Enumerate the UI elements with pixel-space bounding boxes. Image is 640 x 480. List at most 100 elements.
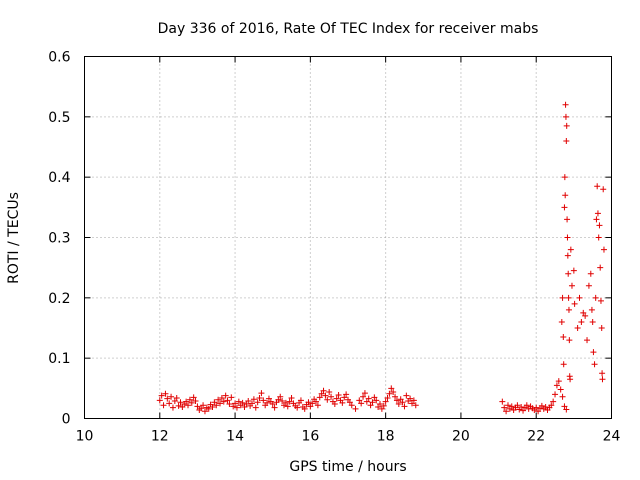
data-point (201, 408, 208, 415)
data-point (518, 404, 525, 411)
data-point (320, 387, 327, 394)
data-point (213, 402, 220, 409)
data-point (284, 403, 291, 410)
data-points (156, 101, 607, 415)
y-tick-label: 0.4 (48, 170, 70, 186)
y-tick-label: 0.6 (48, 50, 70, 66)
data-point (501, 404, 508, 411)
data-point (220, 398, 227, 405)
data-point (388, 385, 395, 392)
data-point (548, 402, 555, 409)
x-tick-label: 14 (226, 429, 244, 445)
data-point (550, 398, 557, 405)
data-point (538, 402, 545, 409)
data-point (566, 337, 573, 344)
axis-ticks (84, 56, 612, 419)
data-point (363, 398, 370, 405)
data-point (562, 113, 569, 120)
data-point (594, 183, 601, 190)
data-point (186, 396, 193, 403)
data-point (503, 408, 510, 415)
y-tick-label: 0.5 (48, 110, 70, 126)
data-point (570, 267, 577, 274)
data-point (552, 391, 559, 398)
data-point (346, 399, 353, 406)
data-point (562, 101, 569, 108)
data-point (561, 174, 568, 181)
x-tick-label: 20 (452, 429, 470, 445)
data-point (211, 399, 218, 406)
data-point (401, 403, 408, 410)
data-point (523, 402, 530, 409)
data-point (591, 361, 598, 368)
data-point (224, 397, 231, 404)
data-point (392, 393, 399, 400)
data-point (395, 401, 402, 408)
data-point (599, 370, 606, 377)
data-point (376, 401, 383, 408)
data-point (245, 398, 252, 405)
plot-frame (84, 56, 612, 419)
data-point (386, 390, 393, 397)
data-point (580, 309, 587, 316)
data-point (348, 402, 355, 409)
data-point (408, 400, 415, 407)
data-point (322, 392, 329, 399)
data-point (560, 334, 567, 341)
data-point (269, 401, 276, 408)
data-point (326, 388, 333, 395)
data-point (168, 393, 175, 400)
data-point (175, 402, 182, 409)
data-point (567, 246, 574, 253)
data-point (375, 404, 382, 411)
data-point (188, 399, 195, 406)
data-point (567, 376, 574, 383)
data-point (562, 192, 569, 199)
data-point (561, 403, 568, 410)
data-point (514, 402, 521, 409)
data-point (380, 402, 387, 409)
data-point (275, 396, 282, 403)
data-point (599, 376, 606, 383)
data-point (403, 392, 410, 399)
data-point (384, 394, 391, 401)
data-point (217, 400, 224, 407)
data-point (520, 407, 527, 414)
data-point (589, 318, 596, 325)
data-point (264, 399, 271, 406)
chart-title: Day 336 of 2016, Rate Of TEC Index for r… (158, 21, 539, 37)
data-point (169, 404, 176, 411)
data-point (228, 394, 235, 401)
data-point (587, 270, 594, 277)
y-tick-label: 0.3 (48, 231, 70, 247)
data-point (335, 391, 342, 398)
data-point (183, 398, 190, 405)
data-point (164, 395, 171, 402)
data-point (343, 391, 350, 398)
data-point (565, 270, 572, 277)
data-point (399, 399, 406, 406)
x-tick-labels: 10 12 14 16 18 20 22 24 (76, 429, 621, 445)
x-tick-label: 12 (151, 429, 169, 445)
x-tick-label: 16 (301, 429, 319, 445)
data-point (282, 399, 289, 406)
data-point (158, 392, 165, 399)
data-point (235, 398, 242, 405)
data-point (307, 403, 314, 410)
data-point (393, 397, 400, 404)
data-point (249, 400, 256, 407)
x-tick-label: 10 (76, 429, 94, 445)
data-point (582, 312, 589, 319)
data-point (198, 405, 205, 412)
data-point (233, 404, 240, 411)
data-point (390, 388, 397, 395)
data-point (313, 398, 320, 405)
data-point (328, 393, 335, 400)
data-point (373, 397, 380, 404)
data-point (595, 234, 602, 241)
data-point (557, 386, 564, 393)
data-point (254, 399, 261, 406)
data-point (205, 405, 212, 412)
data-point (555, 378, 562, 385)
data-point (358, 400, 365, 407)
